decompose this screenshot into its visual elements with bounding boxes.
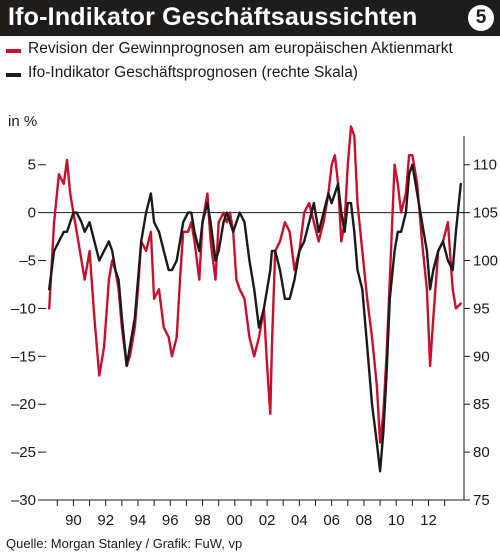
x-tick-label: 96 bbox=[162, 512, 179, 529]
left-tick-label: 5 bbox=[28, 157, 36, 174]
x-tick-label: 90 bbox=[65, 512, 82, 529]
x-tick-label: 94 bbox=[130, 512, 147, 529]
right-tick-label: 105 bbox=[473, 205, 498, 222]
title-bar: Ifo-Indikator Geschäftsaussichten 5 bbox=[0, 0, 500, 36]
figure-number-badge: 5 bbox=[468, 5, 494, 31]
right-tick-label: 110 bbox=[473, 157, 497, 174]
right-tick-label: 75 bbox=[473, 492, 490, 509]
right-tick-label: 90 bbox=[473, 348, 490, 365]
chart-title: Ifo-Indikator Geschäftsaussichten bbox=[8, 3, 418, 31]
x-tick-label: 00 bbox=[226, 512, 243, 529]
x-tick-label: 04 bbox=[291, 512, 308, 529]
legend-label-revision: Revision der Gewinnprognosen am europäis… bbox=[28, 40, 453, 57]
left-tick-label: –10 bbox=[11, 300, 36, 317]
right-tick-label: 85 bbox=[473, 396, 490, 413]
x-tick-label: 12 bbox=[420, 512, 437, 529]
x-tick-label: 08 bbox=[356, 512, 373, 529]
series-line-ifo bbox=[48, 163, 462, 473]
right-tick-label: 100 bbox=[473, 253, 498, 270]
series-line-revision bbox=[48, 125, 462, 444]
left-tick-label: 0 bbox=[28, 205, 36, 222]
legend-swatch-red bbox=[6, 49, 21, 53]
right-tick-label: 80 bbox=[473, 444, 490, 461]
x-tick-label: 02 bbox=[259, 512, 276, 529]
x-tick-label: 98 bbox=[194, 512, 211, 529]
left-tick-label: –5 bbox=[19, 253, 36, 270]
left-tick-label: –15 bbox=[11, 348, 36, 365]
left-axis-unit: in % bbox=[8, 113, 37, 130]
left-tick-label: –30 bbox=[11, 492, 36, 509]
x-tick-label: 06 bbox=[323, 512, 340, 529]
left-tick-label: –20 bbox=[11, 396, 36, 413]
x-tick-label: 92 bbox=[97, 512, 114, 529]
legend-swatch-black bbox=[6, 73, 21, 77]
right-tick-label: 95 bbox=[473, 300, 490, 317]
source-note: Quelle: Morgan Stanley / Grafik: FuW, vp bbox=[6, 536, 243, 551]
left-tick-label: –25 bbox=[11, 444, 36, 461]
legend-label-ifo: Ifo-Indikator Geschäftsprognosen (rechte… bbox=[28, 64, 358, 81]
x-tick-label: 10 bbox=[388, 512, 405, 529]
